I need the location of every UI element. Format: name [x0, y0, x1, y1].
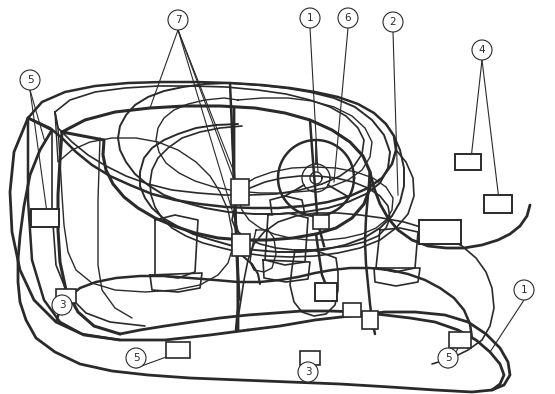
Bar — [484, 195, 512, 213]
Circle shape — [338, 8, 358, 28]
Bar — [56, 289, 76, 303]
Bar — [313, 215, 329, 229]
Bar — [419, 220, 461, 244]
Circle shape — [438, 348, 458, 368]
Bar — [315, 283, 337, 301]
Text: 2: 2 — [390, 17, 396, 27]
Circle shape — [52, 295, 72, 315]
Circle shape — [20, 70, 40, 90]
Text: 7: 7 — [175, 15, 181, 25]
Bar — [343, 303, 361, 317]
Text: 6: 6 — [345, 13, 351, 23]
Text: 3: 3 — [305, 367, 311, 377]
Bar — [166, 342, 190, 358]
Bar — [232, 234, 250, 256]
Circle shape — [383, 12, 403, 32]
Bar — [455, 154, 481, 170]
Text: 3: 3 — [59, 300, 65, 310]
Circle shape — [300, 8, 320, 28]
Circle shape — [126, 348, 146, 368]
Bar — [231, 179, 249, 205]
Circle shape — [472, 40, 492, 60]
Bar — [362, 311, 378, 329]
Bar — [31, 209, 59, 227]
Circle shape — [168, 10, 188, 30]
Text: 5: 5 — [27, 75, 33, 85]
Text: 5: 5 — [133, 353, 139, 363]
Text: 4: 4 — [478, 45, 485, 55]
Text: 5: 5 — [445, 353, 451, 363]
Text: 1: 1 — [307, 13, 314, 23]
Circle shape — [514, 280, 534, 300]
Text: 1: 1 — [521, 285, 527, 295]
Circle shape — [298, 362, 318, 382]
Bar — [300, 351, 320, 365]
Bar — [449, 332, 471, 348]
